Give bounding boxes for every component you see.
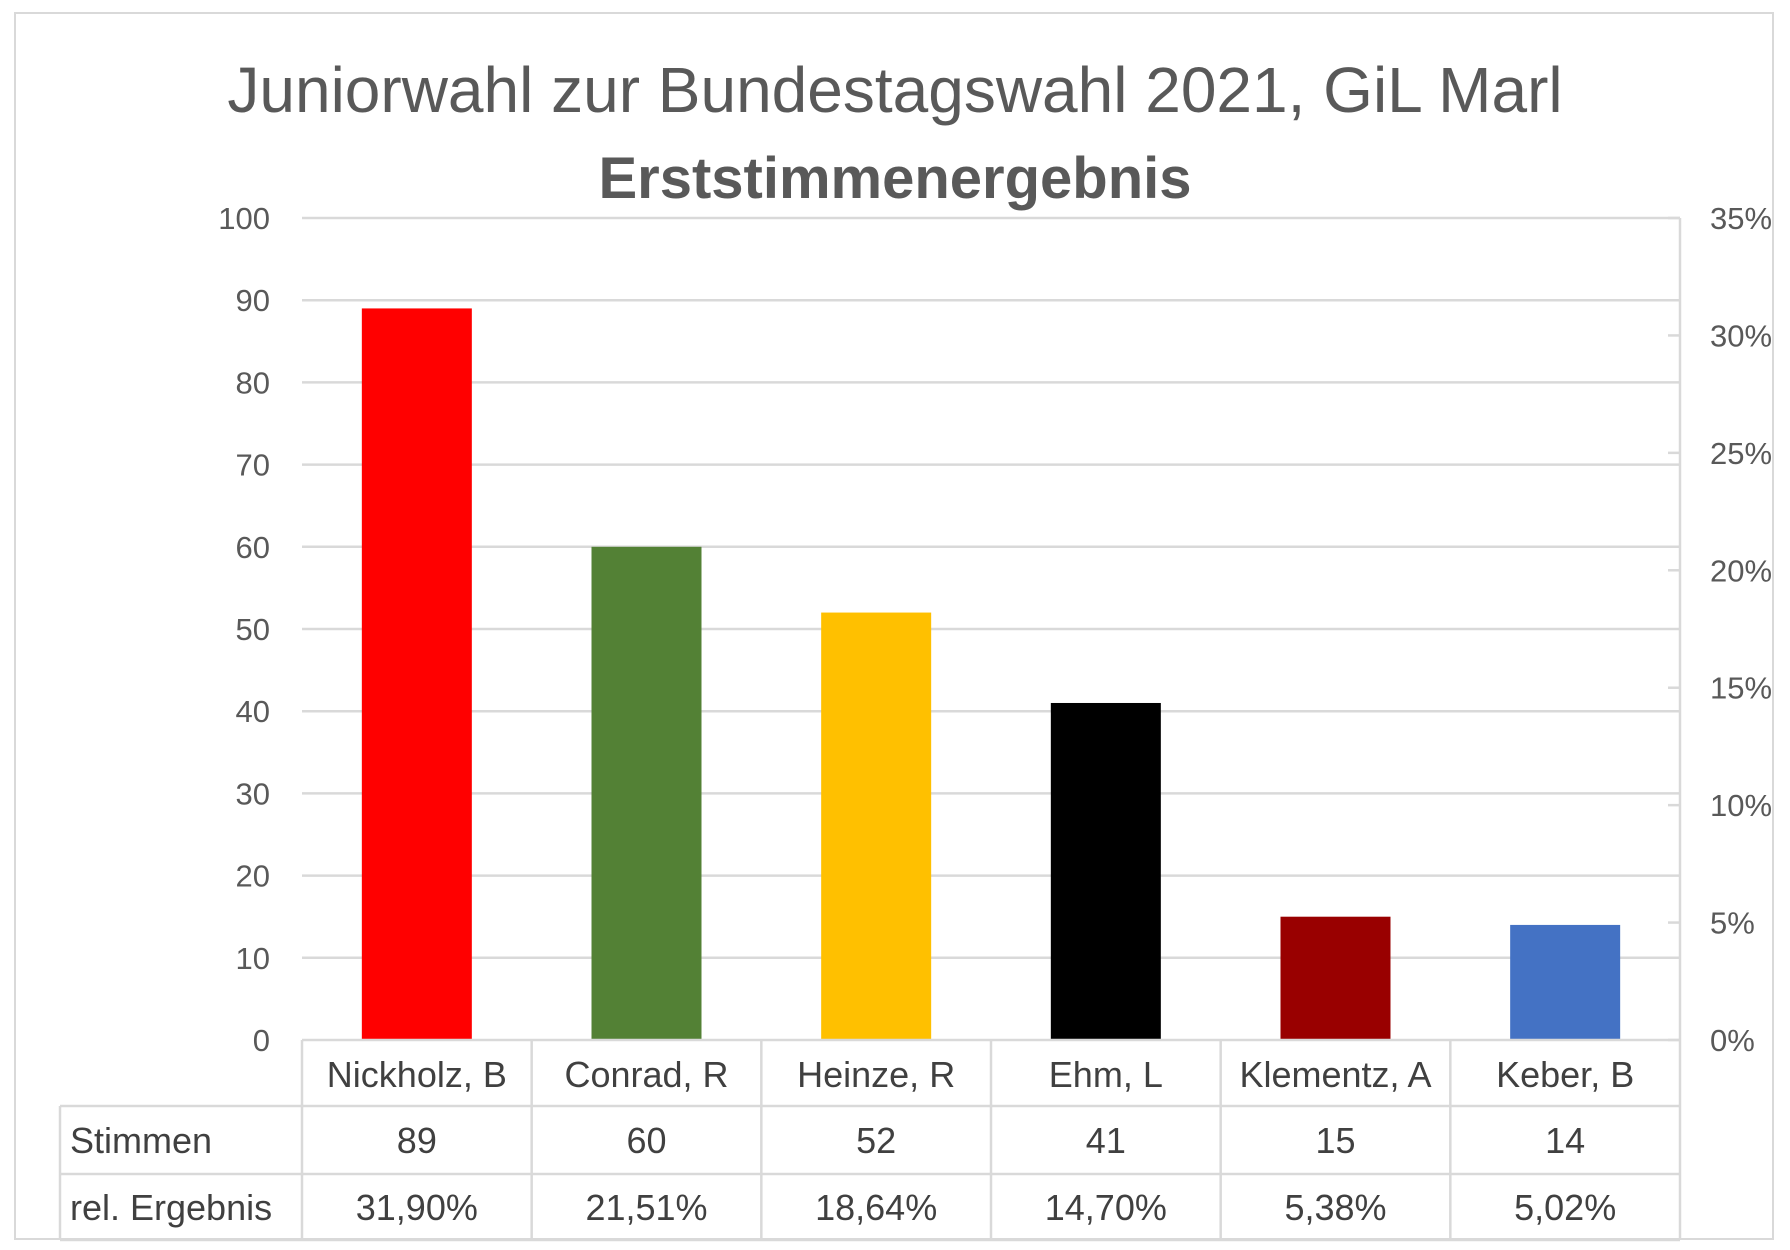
category-label: Klementz, A [1239, 1054, 1431, 1095]
secondary-y-axis-ticks: 0% 5% 10% 15% 20% 25% 30% 35% [1668, 201, 1772, 1058]
table-cell: 41 [1086, 1120, 1126, 1161]
gridlines [302, 216, 1680, 960]
category-label: Keber, B [1496, 1054, 1634, 1095]
secondary-y-tick-label: 30% [1710, 318, 1772, 353]
bar [591, 546, 702, 1040]
table-cell: 14 [1545, 1120, 1585, 1161]
y-tick-label: 10 [236, 941, 270, 976]
table-cell: 60 [626, 1120, 666, 1161]
table-cell: 18,64% [815, 1187, 937, 1228]
bar [821, 612, 932, 1040]
y-tick-label: 30 [236, 776, 270, 811]
table-cell: 15 [1315, 1120, 1355, 1161]
y-tick-label: 100 [218, 201, 270, 236]
y-tick-label: 20 [236, 859, 270, 894]
secondary-y-tick-label: 0% [1710, 1023, 1755, 1058]
table-cell: 52 [856, 1120, 896, 1161]
category-label: Ehm, L [1049, 1054, 1163, 1095]
bar [1050, 702, 1161, 1040]
table-row-label: rel. Ergebnis [70, 1187, 272, 1228]
y-tick-label: 90 [236, 283, 270, 318]
y-tick-label: 80 [236, 365, 270, 400]
category-label: Heinze, R [797, 1054, 955, 1095]
y-tick-label: 0 [253, 1023, 270, 1058]
table-cell: 5,02% [1514, 1187, 1616, 1228]
category-label: Conrad, R [564, 1054, 728, 1095]
chart-title: Juniorwahl zur Bundestagswahl 2021, GiL … [227, 54, 1562, 126]
secondary-y-tick-label: 10% [1710, 788, 1772, 823]
chart-subtitle: Erststimmenergebnis [598, 146, 1191, 211]
table-cell: 21,51% [585, 1187, 707, 1228]
y-tick-label: 70 [236, 448, 270, 483]
data-table: Nickholz, B Conrad, R Heinze, R Ehm, L Kleme… [58, 1038, 1682, 1242]
table-cell: 5,38% [1284, 1187, 1386, 1228]
y-tick-label: 60 [236, 530, 270, 565]
table-cell: 14,70% [1045, 1187, 1167, 1228]
secondary-y-tick-label: 25% [1710, 436, 1772, 471]
secondary-y-tick-label: 20% [1710, 553, 1772, 588]
category-label: Nickholz, B [327, 1054, 507, 1095]
y-tick-label: 50 [236, 612, 270, 647]
bar [361, 308, 472, 1040]
y-axis-ticks: 0 10 20 30 40 50 60 70 80 90 100 [218, 201, 270, 1058]
table-cell: 89 [397, 1120, 437, 1161]
table-row-label: Stimmen [70, 1120, 212, 1161]
bar [1280, 916, 1391, 1040]
table-cell: 31,90% [356, 1187, 478, 1228]
y-tick-label: 40 [236, 694, 270, 729]
bars [361, 308, 1621, 1040]
secondary-y-tick-label: 15% [1710, 671, 1772, 706]
secondary-y-tick-label: 35% [1710, 201, 1772, 236]
secondary-y-tick-label: 5% [1710, 906, 1755, 941]
bar [1510, 924, 1621, 1040]
